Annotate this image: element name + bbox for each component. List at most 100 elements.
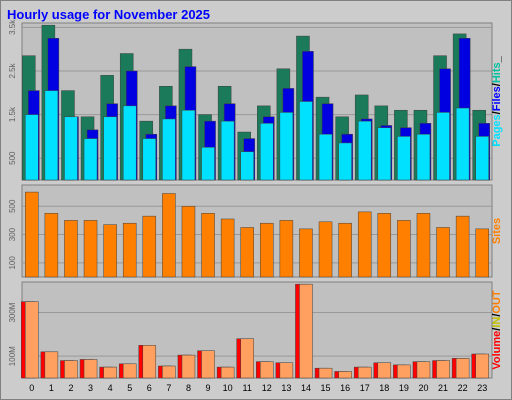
bar-sites-21: [436, 227, 450, 278]
y-axis-label-part: /: [491, 328, 503, 331]
x-tick-label: 6: [147, 383, 152, 393]
chart-panel-1: 100 300 500 Sites: [8, 184, 503, 278]
bar-pages-23: [475, 136, 489, 181]
bar-pages-0: [25, 114, 39, 181]
bar-pages-3: [83, 138, 98, 181]
y-tick-label: 2.5k: [8, 62, 17, 78]
y-axis-label-part: /: [491, 111, 503, 114]
panel-background: [21, 22, 493, 181]
chart-title: Hourly usage for November 2025: [7, 7, 211, 22]
y-axis-label-part: Volume: [491, 331, 503, 370]
x-tick-label: 7: [166, 383, 171, 393]
bar-out-7: [162, 365, 176, 379]
x-tick-label: 9: [206, 383, 211, 393]
bar-out-15: [318, 367, 333, 379]
bar-pages-21: [436, 112, 450, 181]
y-tick-label: 300M: [8, 302, 17, 322]
bar-out-1: [44, 351, 59, 379]
x-tick-label: 11: [243, 383, 252, 393]
x-tick-label: 18: [379, 383, 389, 393]
bar-pages-1: [44, 90, 59, 181]
x-tick-label: 14: [301, 383, 311, 393]
bar-out-2: [64, 360, 78, 379]
x-tick-label: 2: [68, 383, 73, 393]
bar-sites-8: [181, 205, 196, 278]
bar-out-6: [142, 345, 157, 379]
y-tick-label: 100: [8, 256, 17, 270]
bar-out-17: [357, 366, 372, 379]
bar-sites-3: [83, 220, 98, 278]
bar-sites-10: [220, 218, 235, 278]
bar-pages-5: [122, 105, 137, 181]
y-axis-label: Pages/Files/Hits_: [491, 55, 503, 146]
bar-sites-7: [162, 193, 176, 278]
y-tick-label: 100M: [8, 346, 17, 366]
bar-out-4: [103, 366, 117, 379]
bar-pages-10: [220, 120, 235, 181]
x-tick-label: 16: [340, 383, 350, 393]
bar-out-22: [455, 358, 470, 379]
bar-pages-6: [142, 138, 157, 181]
bar-sites-16: [338, 222, 352, 278]
bar-pages-14: [299, 101, 313, 181]
bar-out-11: [240, 338, 254, 379]
y-tick-label: 1.5k: [8, 106, 17, 122]
bar-pages-2: [64, 116, 78, 181]
bar-sites-15: [318, 221, 333, 278]
bar-sites-6: [142, 215, 157, 278]
bar-pages-20: [416, 133, 431, 181]
y-axis-label-part: /: [491, 314, 503, 317]
bar-out-13: [279, 362, 294, 379]
bar-out-8: [181, 354, 196, 379]
bar-out-19: [397, 364, 411, 379]
x-tick-label: 21: [438, 383, 448, 393]
x-tick-label: 5: [127, 383, 132, 393]
x-tick-label: 20: [418, 383, 428, 393]
y-axis-label-part: Pages: [491, 114, 503, 146]
bar-sites-18: [377, 213, 392, 278]
bar-sites-19: [397, 220, 411, 278]
bar-out-3: [83, 359, 98, 379]
bar-pages-18: [377, 127, 392, 181]
bar-pages-15: [318, 133, 333, 181]
bar-out-5: [122, 363, 137, 379]
x-tick-label: 17: [360, 383, 370, 393]
x-tick-label: 19: [399, 383, 409, 393]
x-tick-label: 23: [477, 383, 487, 393]
bar-out-18: [377, 362, 392, 379]
x-tick-label: 4: [108, 383, 113, 393]
bar-pages-16: [338, 142, 352, 181]
bar-sites-23: [475, 228, 489, 278]
bar-sites-22: [455, 215, 470, 278]
bar-sites-20: [416, 213, 431, 278]
y-tick-label: 300: [8, 227, 17, 241]
bar-pages-7: [162, 118, 176, 181]
x-tick-label: 1: [49, 383, 54, 393]
bar-sites-14: [299, 228, 313, 278]
x-tick-label: 8: [186, 383, 191, 393]
bar-pages-13: [279, 112, 294, 181]
bar-pages-19: [397, 136, 411, 181]
x-tick-label: 13: [281, 383, 291, 393]
bar-out-14: [299, 283, 313, 379]
bar-sites-12: [260, 222, 274, 278]
y-axis-label-part: IN: [491, 317, 503, 328]
x-tick-label: 3: [88, 383, 93, 393]
bar-out-21: [436, 360, 450, 379]
bar-sites-9: [201, 213, 215, 278]
x-tick-label: 22: [458, 383, 468, 393]
y-tick-label: 500: [8, 199, 17, 213]
bar-pages-9: [201, 147, 215, 181]
y-axis-label: Sites: [491, 218, 503, 244]
bar-sites-4: [103, 224, 117, 278]
bar-out-12: [260, 361, 274, 379]
y-axis-label-part: Files: [491, 86, 503, 111]
y-tick-label: 500: [8, 151, 17, 165]
bar-pages-4: [103, 116, 117, 181]
bar-sites-2: [64, 220, 78, 278]
bar-sites-11: [240, 227, 254, 278]
bar-out-0: [25, 301, 39, 379]
bar-out-10: [220, 366, 235, 379]
bar-pages-8: [181, 109, 196, 181]
